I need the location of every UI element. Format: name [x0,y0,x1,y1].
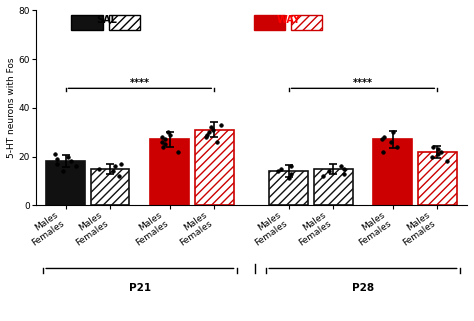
Point [287,171,294,176]
Point [109,169,116,174]
Point [51,152,59,157]
Point [67,159,75,164]
Bar [91,169,129,205]
Point [210,127,217,132]
Point [202,134,210,140]
Bar [109,15,140,30]
Bar [314,169,353,205]
Point [174,149,182,154]
Point [203,132,211,137]
Text: P21: P21 [129,283,151,293]
Point [73,164,80,169]
Bar [374,139,412,205]
Point [435,147,442,152]
Point [95,166,102,171]
Point [111,164,119,169]
Point [277,166,284,171]
Point [379,149,387,154]
Point [340,171,348,176]
Text: ****: **** [353,78,373,88]
Point [217,122,225,127]
Point [393,144,401,149]
Point [54,161,61,166]
Bar [254,15,285,30]
Point [164,130,172,135]
Point [319,173,327,178]
Point [337,164,344,169]
Point [161,142,168,147]
Bar [195,130,234,205]
Point [161,137,169,142]
Point [166,132,174,137]
Point [428,154,435,159]
Text: P28: P28 [352,283,374,293]
Point [274,169,282,174]
Point [438,149,445,154]
Point [429,144,437,149]
Text: WAY: WAY [277,15,301,25]
Point [118,161,125,166]
Point [285,176,293,181]
Point [443,159,451,164]
Bar [269,171,308,205]
Point [387,139,395,144]
Bar [150,139,189,205]
Point [213,139,221,144]
Point [287,164,295,169]
Bar [291,15,322,30]
Point [158,139,166,144]
Text: ****: **** [130,78,150,88]
Y-axis label: 5-HT neurons with Fos: 5-HT neurons with Fos [7,57,16,158]
Point [340,166,348,171]
Point [206,130,213,135]
Bar [46,161,85,205]
Point [54,156,61,161]
Point [378,137,385,142]
Point [64,154,72,159]
Text: SAL: SAL [96,15,117,25]
Point [115,173,123,178]
Point [380,134,388,140]
Point [59,169,66,174]
Bar [72,15,103,30]
Point [389,130,396,135]
Point [207,125,215,130]
Bar [418,152,456,205]
Point [158,134,166,140]
Point [434,152,442,157]
Point [159,144,166,149]
Point [325,169,332,174]
